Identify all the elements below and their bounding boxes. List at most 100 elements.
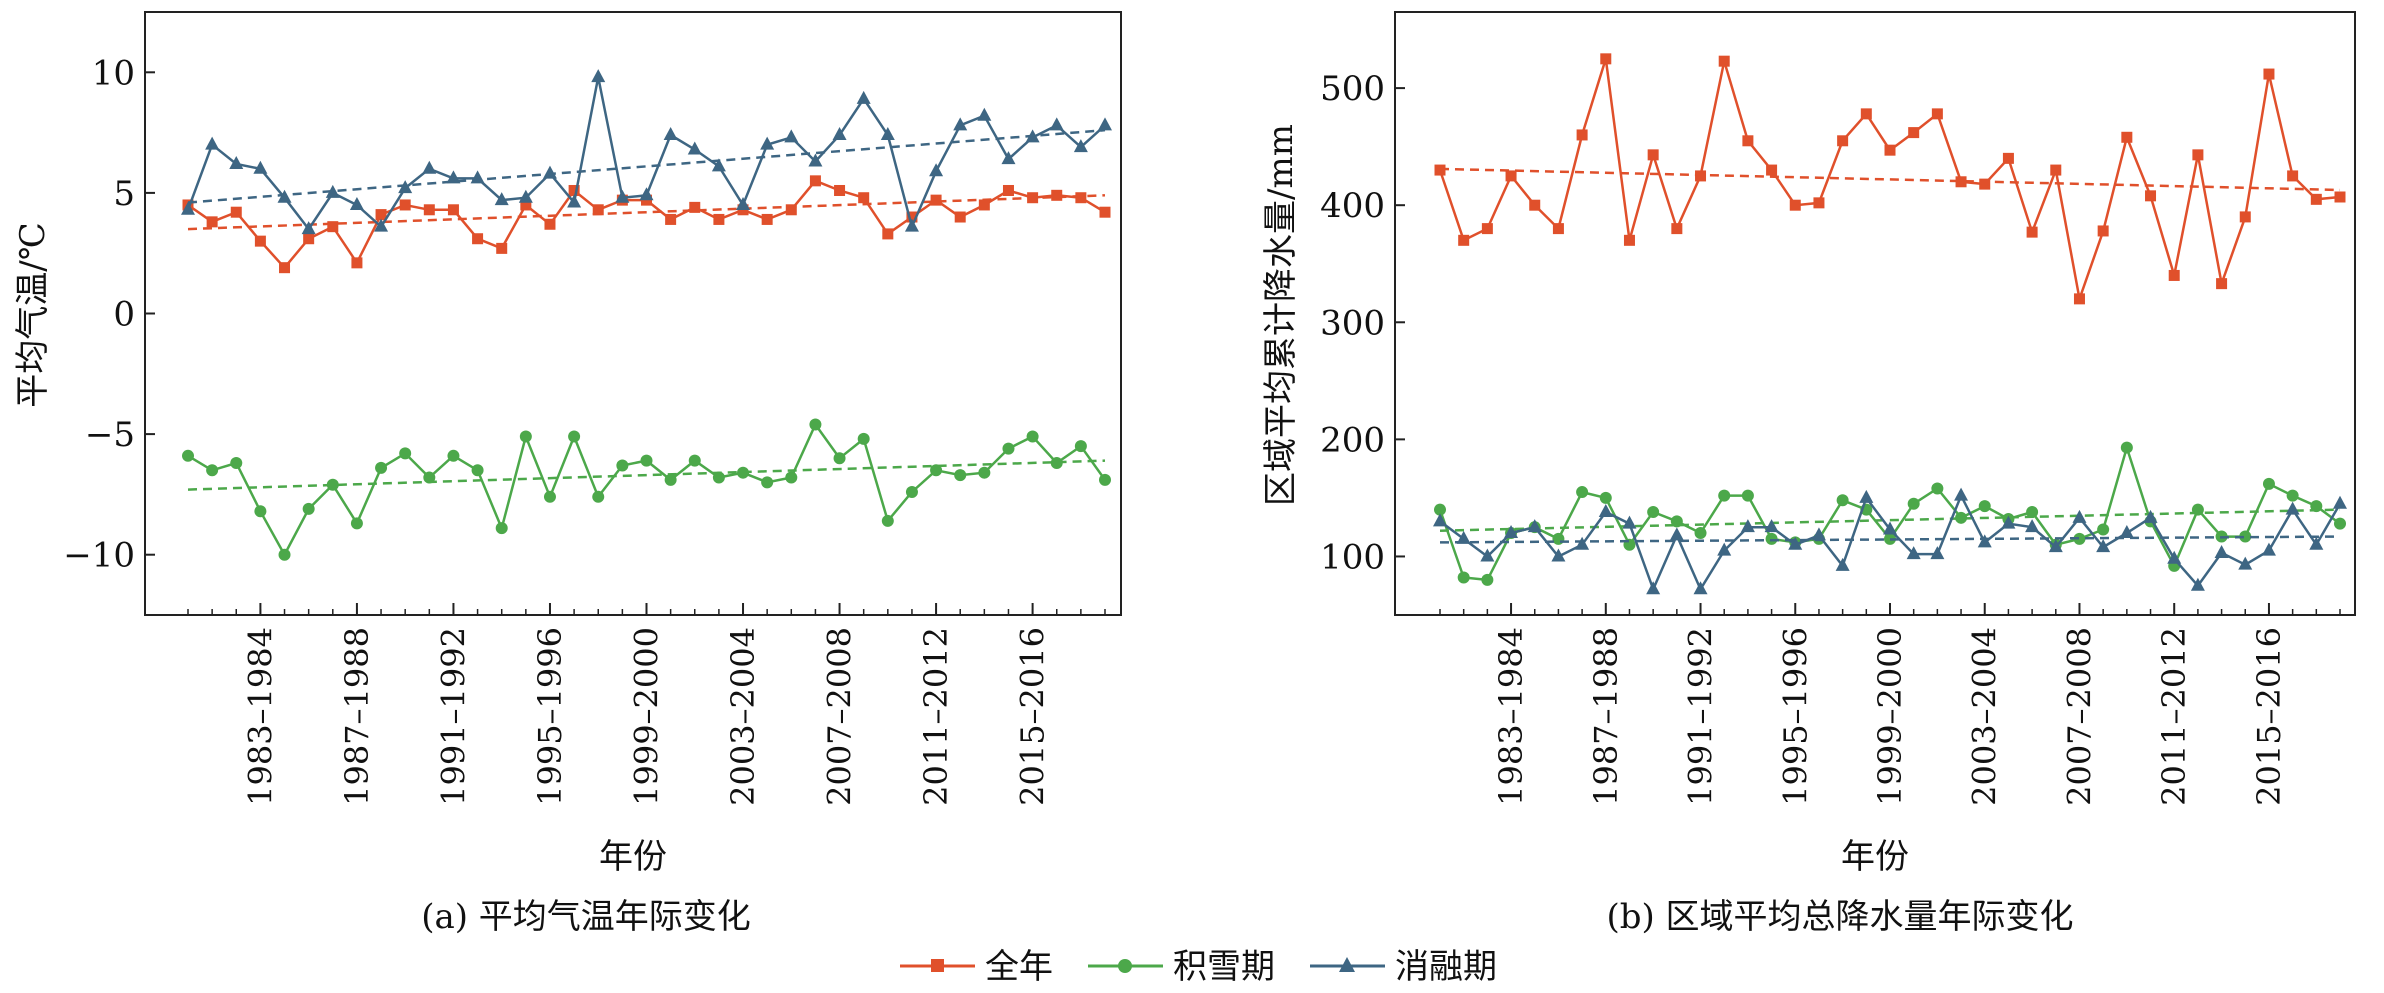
data-point-circle xyxy=(761,476,774,489)
legend-label: 积雪期 xyxy=(1173,947,1275,987)
data-point-square xyxy=(665,213,677,225)
data-point-circle xyxy=(857,432,870,445)
x-tick-label: 1983–1984 xyxy=(1492,627,1530,806)
data-point-triangle xyxy=(977,107,992,121)
data-point-circle xyxy=(1002,442,1015,455)
x-tick-label: 1999–2000 xyxy=(1871,627,1909,806)
y-axis-label: 区域平均累计降水量/mm xyxy=(1261,124,1301,506)
data-point-circle xyxy=(1978,500,1991,513)
data-point-triangle xyxy=(2096,539,2111,553)
data-point-circle xyxy=(640,454,653,467)
data-point-square xyxy=(1552,223,1564,235)
data-point-square xyxy=(472,233,484,245)
data-point-square xyxy=(785,204,797,216)
data-point-square xyxy=(1458,234,1470,246)
data-point-circle xyxy=(1457,571,1470,584)
x-tick-label: 1995–1996 xyxy=(531,627,569,806)
y-tick-label: 10 xyxy=(92,53,135,93)
data-point-square xyxy=(1434,164,1446,176)
data-point-circle xyxy=(230,457,243,470)
legend-circle-marker xyxy=(1118,959,1132,973)
series-melt-period xyxy=(1433,487,2347,595)
panel-b-precipitation-chart: 100 200 300 400 500 1983–1984 1987–1988 1991–1… xyxy=(1261,11,2356,937)
data-point-circle xyxy=(2073,532,2086,545)
data-point-square xyxy=(2334,191,2346,203)
data-point-square xyxy=(1908,127,1920,139)
data-point-triangle xyxy=(518,189,533,203)
legend-label: 全年 xyxy=(985,947,1053,987)
data-point-circle xyxy=(1836,494,1849,507)
legend-item-snow-period: 积雪期 xyxy=(1088,947,1275,987)
data-point-triangle xyxy=(2285,501,2300,515)
trend-line xyxy=(187,194,1106,231)
data-point-square xyxy=(1647,149,1659,161)
legend-item-melt-period: 消融期 xyxy=(1310,947,1497,987)
data-point-circle xyxy=(519,430,532,443)
data-point-square xyxy=(1099,206,1111,218)
data-point-triangle xyxy=(1480,548,1495,562)
data-point-square xyxy=(327,221,339,233)
data-point-triangle xyxy=(1764,519,1779,533)
data-point-square xyxy=(2002,152,2014,164)
data-point-square xyxy=(2073,293,2085,305)
data-point-triangle xyxy=(2001,515,2016,529)
x-tick-label: 2007–2008 xyxy=(2060,627,2098,806)
x-tick-label: 1991–1992 xyxy=(434,627,472,806)
data-point-circle xyxy=(302,502,315,515)
legend: 全年 积雪期 消融期 xyxy=(900,947,1497,987)
data-point-square xyxy=(1931,108,1943,120)
data-point-square xyxy=(544,218,556,230)
data-point-triangle xyxy=(1954,487,1969,501)
data-point-circle xyxy=(809,418,822,431)
data-point-square xyxy=(206,216,218,228)
data-point-triangle xyxy=(181,201,195,215)
data-point-square xyxy=(906,211,918,223)
data-point-square xyxy=(689,201,701,213)
data-point-triangle xyxy=(760,136,775,150)
data-point-triangle xyxy=(301,221,316,235)
data-point-circle xyxy=(1481,573,1494,586)
data-point-triangle xyxy=(2143,509,2158,523)
x-axis-label: 年份 xyxy=(599,837,667,877)
data-point-square xyxy=(2168,269,2180,281)
data-point-circle xyxy=(206,464,219,477)
data-point-circle xyxy=(2026,505,2039,518)
data-point-triangle xyxy=(1527,519,1542,533)
trend-line xyxy=(1439,535,2341,544)
data-point-triangle xyxy=(1073,139,1088,153)
data-point-square xyxy=(2145,190,2157,202)
data-point-circle xyxy=(568,430,581,443)
data-point-circle xyxy=(350,517,363,530)
data-point-triangle xyxy=(542,165,557,179)
data-point-circle xyxy=(664,473,677,486)
y-tick-label: −5 xyxy=(85,415,135,455)
data-point-triangle xyxy=(1098,117,1112,131)
data-point-square xyxy=(1979,178,1991,190)
y-axis-ticks: 100 200 300 400 500 xyxy=(1320,69,1405,577)
series-snow-period xyxy=(182,418,1111,561)
x-axis-ticks: 1983–1984 1987–1988 1991–1992 1995–1996 1999… xyxy=(187,603,1106,806)
data-point-triangle xyxy=(398,180,413,194)
data-point-triangle xyxy=(639,187,654,201)
data-point-triangle xyxy=(205,136,220,150)
y-tick-label: 200 xyxy=(1320,420,1385,460)
data-point-square xyxy=(375,209,387,221)
data-point-circle xyxy=(1718,489,1731,502)
data-point-square xyxy=(2097,225,2109,237)
data-point-square xyxy=(1860,108,1872,120)
data-point-triangle xyxy=(1835,557,1850,571)
data-point-circle xyxy=(2239,530,2252,543)
data-point-triangle xyxy=(422,160,437,174)
trend-line xyxy=(1439,508,2341,532)
data-point-triangle xyxy=(808,153,823,167)
legend-triangle-marker xyxy=(1339,957,1355,972)
data-point-triangle xyxy=(687,141,702,155)
data-point-circle xyxy=(2262,477,2275,490)
data-point-triangle xyxy=(1717,542,1732,556)
data-point-square xyxy=(1789,199,1801,211)
data-point-triangle xyxy=(277,189,292,203)
data-point-square xyxy=(2216,278,2228,290)
data-point-square xyxy=(2192,149,2204,161)
data-point-triangle xyxy=(325,184,340,198)
